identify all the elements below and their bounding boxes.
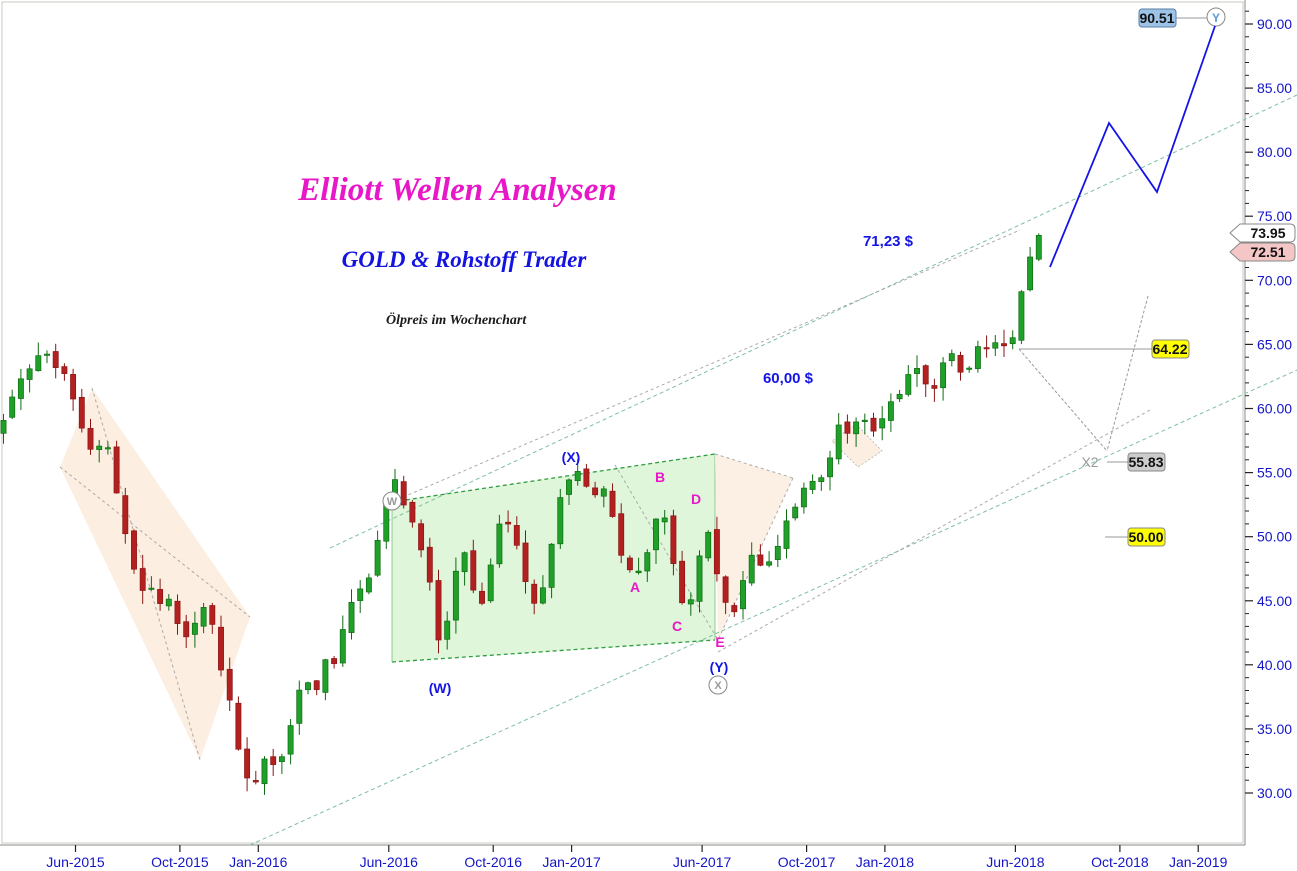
svg-text:80.00: 80.00 <box>1257 144 1292 160</box>
svg-text:64.22: 64.22 <box>1152 341 1187 357</box>
svg-text:45.00: 45.00 <box>1257 593 1292 609</box>
svg-text:90.00: 90.00 <box>1257 16 1292 32</box>
svg-text:X: X <box>714 680 722 692</box>
svg-text:X2: X2 <box>1081 454 1098 470</box>
svg-text:A: A <box>630 579 640 595</box>
svg-text:Oct-2018: Oct-2018 <box>1091 854 1149 870</box>
svg-text:50.00: 50.00 <box>1257 529 1292 545</box>
svg-text:E: E <box>715 634 724 650</box>
svg-text:Jan-2017: Jan-2017 <box>542 854 601 870</box>
svg-text:75.00: 75.00 <box>1257 208 1292 224</box>
svg-text:B: B <box>655 469 665 485</box>
svg-text:40.00: 40.00 <box>1257 657 1292 673</box>
svg-text:65.00: 65.00 <box>1257 336 1292 352</box>
svg-text:90.51: 90.51 <box>1139 10 1174 26</box>
svg-text:35.00: 35.00 <box>1257 721 1292 737</box>
svg-text:Jan-2018: Jan-2018 <box>856 854 915 870</box>
svg-text:(X): (X) <box>562 449 581 465</box>
svg-text:30.00: 30.00 <box>1257 785 1292 801</box>
svg-text:85.00: 85.00 <box>1257 80 1292 96</box>
svg-text:Oct-2015: Oct-2015 <box>151 854 209 870</box>
svg-text:D: D <box>691 491 701 507</box>
svg-text:71,23 $: 71,23 $ <box>863 233 914 250</box>
svg-text:Jan-2019: Jan-2019 <box>1169 854 1228 870</box>
svg-text:Jan-2016: Jan-2016 <box>229 854 288 870</box>
svg-text:Jun-2018: Jun-2018 <box>986 854 1045 870</box>
svg-text:55.83: 55.83 <box>1128 454 1163 470</box>
svg-text:55.00: 55.00 <box>1257 465 1292 481</box>
svg-text:72.51: 72.51 <box>1250 244 1285 260</box>
svg-text:Jun-2017: Jun-2017 <box>673 854 732 870</box>
svg-text:50.00: 50.00 <box>1128 529 1163 545</box>
svg-text:(Y): (Y) <box>710 659 729 675</box>
svg-text:Oct-2016: Oct-2016 <box>464 854 522 870</box>
svg-text:C: C <box>672 618 682 634</box>
svg-text:Oct-2017: Oct-2017 <box>778 854 836 870</box>
svg-text:73.95: 73.95 <box>1250 225 1285 241</box>
svg-text:W: W <box>387 496 398 508</box>
svg-text:Y: Y <box>1212 11 1220 25</box>
svg-text:70.00: 70.00 <box>1257 272 1292 288</box>
svg-text:Jun-2015: Jun-2015 <box>46 854 105 870</box>
svg-text:Jun-2016: Jun-2016 <box>360 854 419 870</box>
svg-text:60,00 $: 60,00 $ <box>763 370 814 387</box>
svg-text:(W): (W) <box>429 680 452 696</box>
svg-text:60.00: 60.00 <box>1257 401 1292 417</box>
